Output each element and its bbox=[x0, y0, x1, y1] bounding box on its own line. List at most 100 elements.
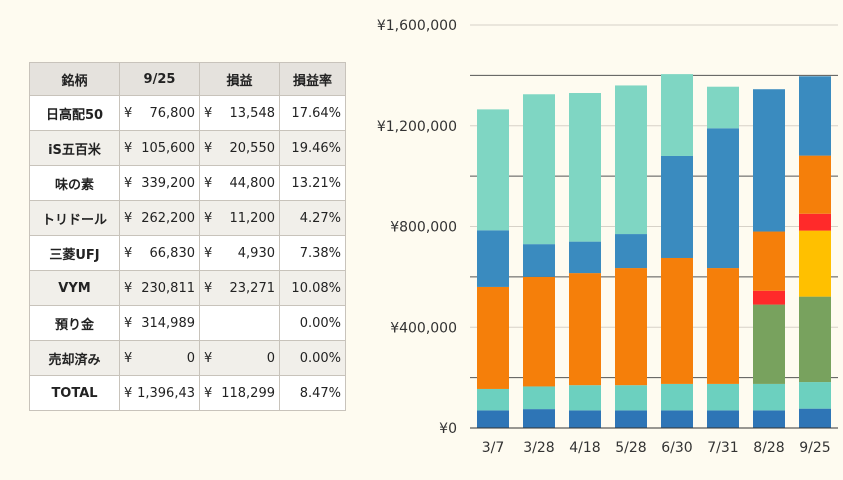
amount: 314,989 bbox=[141, 315, 195, 331]
table-row: 味の素 ¥339,200 ¥44,800 13.21% bbox=[29, 165, 346, 201]
yen-sign: ¥ bbox=[204, 350, 213, 366]
row-name: 味の素 bbox=[29, 165, 120, 201]
row-rate: 0.00% bbox=[279, 305, 346, 341]
row-name: 預り金 bbox=[29, 305, 120, 341]
bar-segment bbox=[661, 74, 693, 156]
bar-segment bbox=[707, 86, 739, 129]
bar-segment bbox=[799, 213, 831, 231]
amount: 11,200 bbox=[229, 210, 276, 226]
yen-sign: ¥ bbox=[124, 350, 133, 366]
y-tick-label: ¥1,600,000 bbox=[377, 18, 457, 34]
amount: 105,600 bbox=[141, 140, 195, 156]
yen-sign: ¥ bbox=[204, 245, 213, 261]
x-tick-label: 3/7 bbox=[482, 440, 505, 456]
x-tick-label: 4/18 bbox=[569, 440, 600, 456]
bar-segment bbox=[661, 383, 693, 411]
y-tick-label: ¥0 bbox=[439, 421, 457, 437]
amount: 23,271 bbox=[229, 280, 276, 296]
row-pl: ¥0 bbox=[199, 340, 280, 376]
bar-segment bbox=[569, 385, 601, 411]
row-rate: 17.64% bbox=[279, 95, 346, 131]
table-row: 売却済み ¥0 ¥0 0.00% bbox=[29, 340, 346, 376]
bar-segment bbox=[753, 290, 785, 305]
row-name: 売却済み bbox=[29, 340, 120, 376]
row-rate: 13.21% bbox=[279, 165, 346, 201]
amount: 13,548 bbox=[229, 105, 276, 121]
bar-segment bbox=[707, 268, 739, 384]
bar-segment bbox=[477, 410, 509, 428]
bar-segment bbox=[615, 234, 647, 269]
amount: 76,800 bbox=[149, 105, 196, 121]
bar-segment bbox=[707, 128, 739, 269]
row-pl bbox=[199, 305, 280, 341]
amount: 66,830 bbox=[149, 245, 196, 261]
portfolio-table: 銘柄 9/25 損益 損益率 日高配50 ¥76,800 ¥13,548 17.64%… bbox=[29, 62, 346, 411]
bar-segment bbox=[799, 155, 831, 214]
bar-segment bbox=[615, 385, 647, 411]
yen-sign: ¥ bbox=[124, 210, 133, 226]
row-name: 三菱UFJ bbox=[29, 235, 120, 271]
bar-segment bbox=[707, 383, 739, 411]
bar-segment bbox=[661, 155, 693, 258]
bar-segment bbox=[523, 94, 555, 245]
bar-segment bbox=[753, 383, 785, 411]
row-name: 日高配50 bbox=[29, 95, 120, 131]
bar-segment bbox=[799, 408, 831, 428]
row-name: iS五百米 bbox=[29, 130, 120, 166]
bar-segment bbox=[753, 231, 785, 291]
yen-sign: ¥ bbox=[124, 175, 133, 191]
amount: 4,930 bbox=[237, 245, 275, 261]
bar-segment bbox=[569, 410, 601, 428]
amount: 0 bbox=[186, 350, 195, 366]
row-value: ¥66,830 bbox=[119, 235, 200, 271]
bar-segment bbox=[523, 244, 555, 277]
row-rate: 7.38% bbox=[279, 235, 346, 271]
table-row: VYM ¥230,811 ¥23,271 10.08% bbox=[29, 270, 346, 306]
bar-segment bbox=[799, 382, 831, 409]
bar-segment bbox=[523, 409, 555, 428]
yen-sign: ¥ bbox=[204, 140, 213, 156]
amount: 262,200 bbox=[141, 210, 195, 226]
table-row: 預り金 ¥314,989 0.00% bbox=[29, 305, 346, 341]
amount: 1,396,43 bbox=[137, 385, 195, 401]
row-rate: 4.27% bbox=[279, 200, 346, 236]
yen-sign: ¥ bbox=[124, 140, 133, 156]
row-value: ¥230,811 bbox=[119, 270, 200, 306]
bar-segment bbox=[753, 89, 785, 232]
row-rate: 19.46% bbox=[279, 130, 346, 166]
bar-segment bbox=[707, 410, 739, 428]
amount: 230,811 bbox=[141, 280, 195, 296]
bar-segment bbox=[615, 268, 647, 386]
x-tick-label: 7/31 bbox=[707, 440, 738, 456]
bar-segment bbox=[477, 388, 509, 411]
row-name: TOTAL bbox=[29, 375, 120, 411]
yen-sign: ¥ bbox=[204, 105, 213, 121]
row-value: ¥339,200 bbox=[119, 165, 200, 201]
bar-segment bbox=[799, 296, 831, 383]
x-tick-label: 5/28 bbox=[615, 440, 646, 456]
yen-sign: ¥ bbox=[204, 280, 213, 296]
stacked-bar-chart: ¥0 ¥400,000 ¥800,000 ¥1,200,000 ¥1,600,000 3/… bbox=[377, 18, 838, 456]
bar-segment bbox=[661, 257, 693, 384]
table-row: トリドール ¥262,200 ¥11,200 4.27% bbox=[29, 200, 346, 236]
bar-segment bbox=[799, 76, 831, 156]
yen-sign: ¥ bbox=[204, 175, 213, 191]
table-header-row: 銘柄 9/25 損益 損益率 bbox=[29, 62, 346, 96]
row-value: ¥76,800 bbox=[119, 95, 200, 131]
row-rate: 10.08% bbox=[279, 270, 346, 306]
bar-segment bbox=[661, 410, 693, 428]
bar-segment bbox=[477, 230, 509, 287]
bar-segment bbox=[569, 273, 601, 386]
bar-segment bbox=[523, 386, 555, 410]
row-rate: 0.00% bbox=[279, 340, 346, 376]
y-tick-label: ¥400,000 bbox=[390, 320, 457, 336]
table-row: 三菱UFJ ¥66,830 ¥4,930 7.38% bbox=[29, 235, 346, 271]
col-header-name: 銘柄 bbox=[29, 62, 120, 96]
bar-segment bbox=[477, 286, 509, 389]
row-pl: ¥11,200 bbox=[199, 200, 280, 236]
amount: 118,299 bbox=[221, 385, 275, 401]
y-tick-label: ¥800,000 bbox=[390, 220, 457, 236]
x-tick-label: 6/30 bbox=[661, 440, 692, 456]
yen-sign: ¥ bbox=[124, 105, 133, 121]
table-row: 日高配50 ¥76,800 ¥13,548 17.64% bbox=[29, 95, 346, 131]
